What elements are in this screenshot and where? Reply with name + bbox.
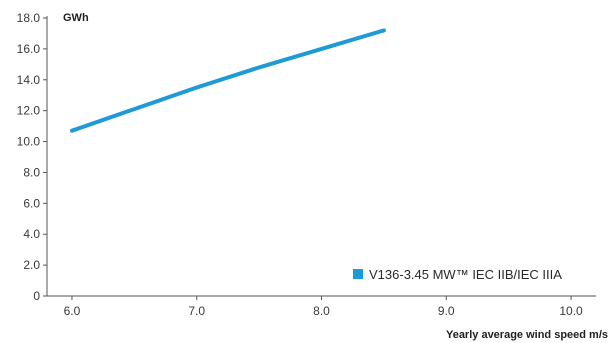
x-tick-label: 10.0 (559, 304, 583, 318)
x-tick-label: 9.0 (438, 304, 455, 318)
x-tick-label: 6.0 (64, 304, 81, 318)
y-tick-label: 4.0 (23, 227, 40, 241)
y-axis-title: GWh (63, 12, 89, 24)
y-axis: 0 2.0 4.0 6.0 8.0 10.0 12.0 14.0 16.0 18.0 (17, 11, 48, 303)
x-axis-title: Yearly average wind speed m/s (446, 329, 608, 341)
y-tick-label: 0 (33, 289, 40, 303)
y-tick-label: 2.0 (23, 258, 40, 272)
series-layer (70, 28, 386, 133)
series-line (70, 28, 386, 133)
legend-swatch (353, 269, 363, 279)
y-tick-label: 14.0 (17, 73, 41, 87)
x-axis: 6.0 7.0 8.0 9.0 10.0 (47, 295, 596, 318)
y-tick-label: 8.0 (23, 165, 40, 179)
legend: V136-3.45 MW™ IEC IIB/IEC IIIA (353, 267, 562, 282)
x-tick-label: 7.0 (188, 304, 205, 318)
y-tick-label: 12.0 (17, 104, 41, 118)
x-tick-label: 8.0 (313, 304, 330, 318)
y-tick-label: 16.0 (17, 42, 41, 56)
legend-label: V136-3.45 MW™ IEC IIB/IEC IIIA (369, 267, 562, 282)
y-tick-label: 18.0 (17, 11, 41, 25)
y-tick-label: 6.0 (23, 196, 40, 210)
y-tick-label: 10.0 (17, 135, 41, 149)
